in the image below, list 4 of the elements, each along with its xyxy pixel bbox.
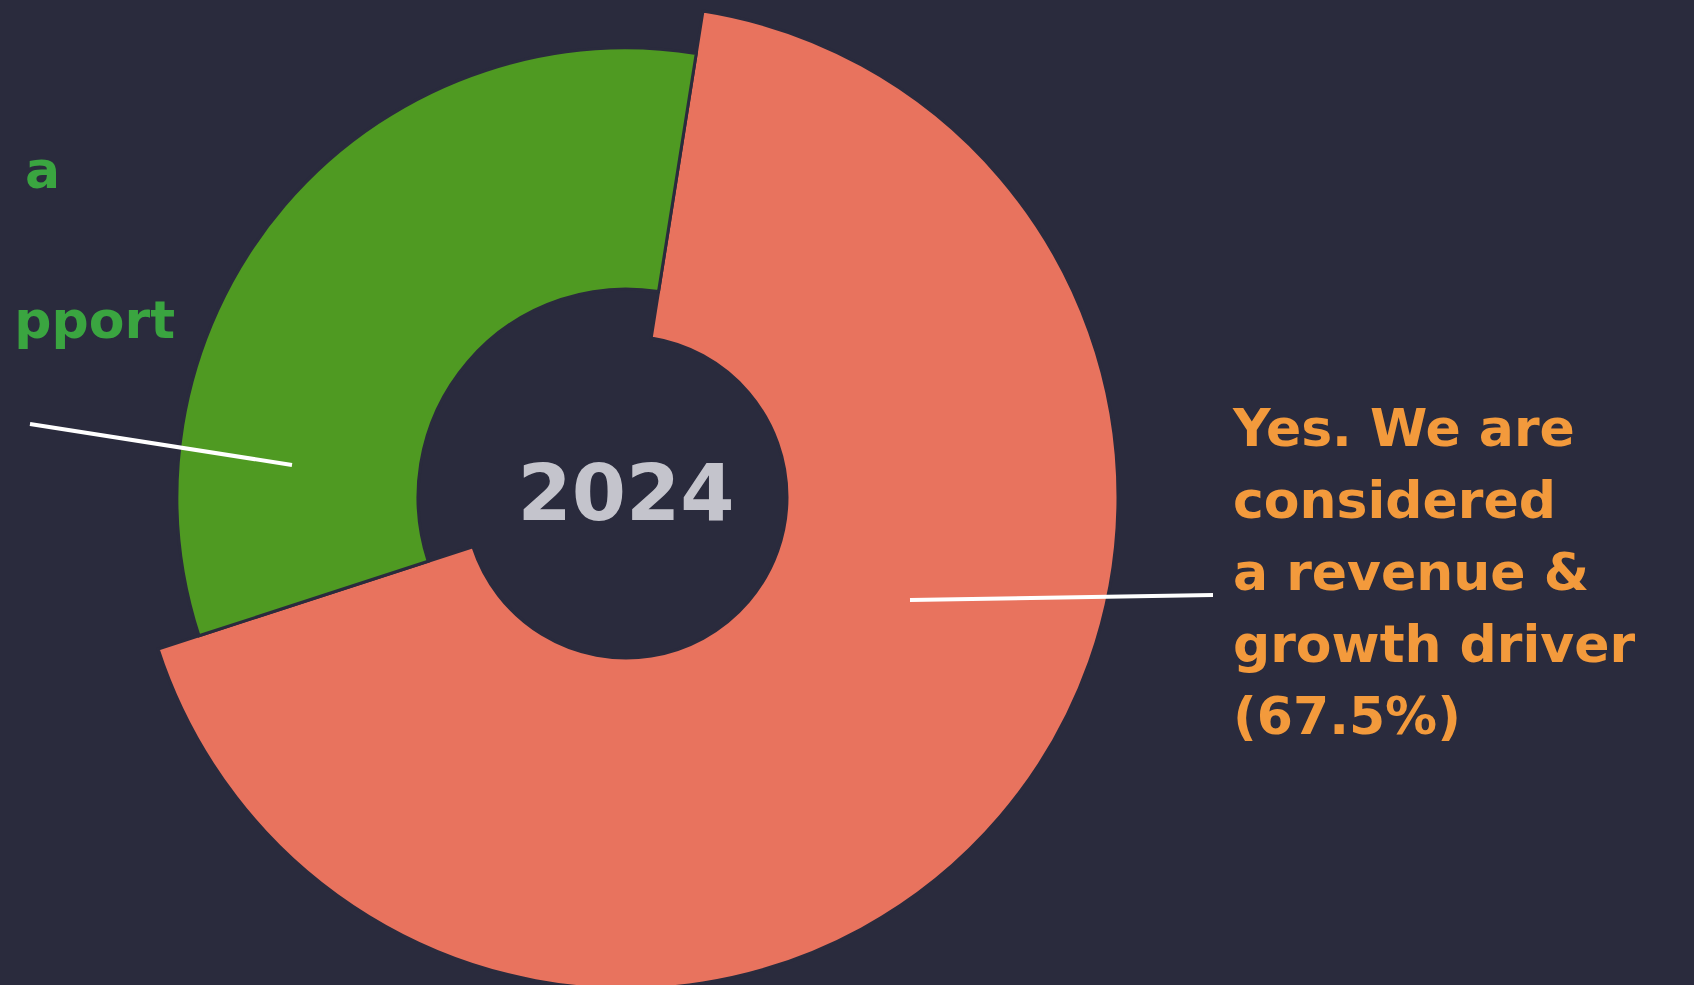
- text: 2024: [517, 448, 735, 538]
- text: Yes. We are considered a revenue & growth driver (67.5%): [1232, 398, 1636, 746]
- text: pport: [14, 290, 175, 350]
- text: a: [24, 140, 60, 200]
